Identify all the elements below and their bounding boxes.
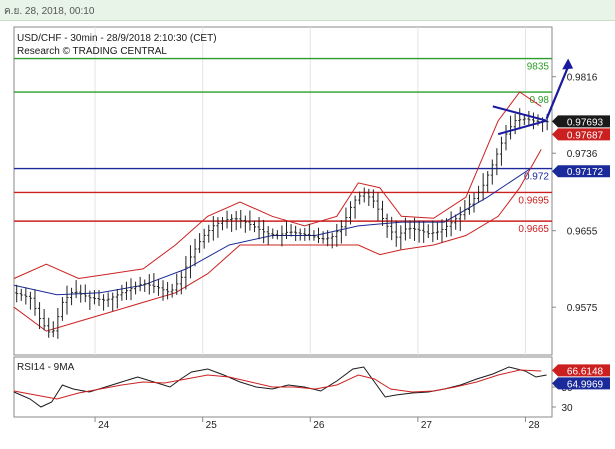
triangle-upper-line (492, 105, 547, 122)
level-label-0.98: 0.98 (530, 95, 550, 106)
rsi-series-line-1 (13, 369, 542, 400)
x-tick-label-26: 26 (313, 420, 325, 431)
y-tick-label-0.9736: 0.9736 (567, 149, 598, 160)
forecast-arrow-line (545, 66, 570, 120)
y-tick-label-0.9575: 0.9575 (567, 303, 598, 314)
rsi-tag-66.6148 (552, 364, 610, 377)
bollinger-upper-line (13, 91, 542, 280)
x-tick-label-28: 28 (528, 420, 540, 431)
rsi-y-tick-label-30: 30 (561, 403, 573, 414)
level-label-0.9665: 0.9665 (518, 224, 549, 235)
price-tag-0.97172 (552, 165, 610, 178)
price-tag-label-0.97172: 0.97172 (567, 167, 604, 178)
level-label-0.972: 0.972 (524, 172, 549, 183)
bollinger-lower-line (13, 149, 542, 332)
y-tick-label-0.9816: 0.9816 (567, 73, 598, 84)
level-label-0.9695: 0.9695 (518, 195, 549, 206)
forecast-arrow-head (562, 58, 574, 70)
chart-subtitle: Research © TRADING CENTRAL (17, 46, 167, 57)
x-tick-label-24: 24 (98, 420, 110, 431)
rsi-tag-label-66.6148: 66.6148 (567, 366, 604, 377)
y-tick-label-0.9655: 0.9655 (567, 227, 598, 238)
rsi-tag-64.9969 (552, 377, 610, 390)
rsi-title: RSI14 - 9MA (17, 362, 75, 373)
chart-title: USD/CHF - 30min - 28/9/2018 2:10:30 (CET… (17, 33, 217, 44)
moving-average-line (13, 168, 531, 296)
rsi-tag-label-64.9969: 64.9969 (567, 379, 604, 390)
price-tag-label-0.97693: 0.97693 (567, 117, 604, 128)
triangle-lower-line (497, 119, 547, 136)
level-label-9835: 9835 (527, 62, 550, 73)
price-tag-label-0.97687: 0.97687 (567, 130, 604, 141)
top-bar: ค.ย. 28, 2018, 00:10 (0, 0, 615, 21)
x-tick-label-25: 25 (206, 420, 218, 431)
x-tick-label-27: 27 (421, 420, 433, 431)
price-tag-0.97687 (552, 128, 610, 141)
price-tag-0.97693 (552, 115, 610, 128)
timestamp-text: ค.ย. 28, 2018, 00:10 (4, 6, 95, 17)
